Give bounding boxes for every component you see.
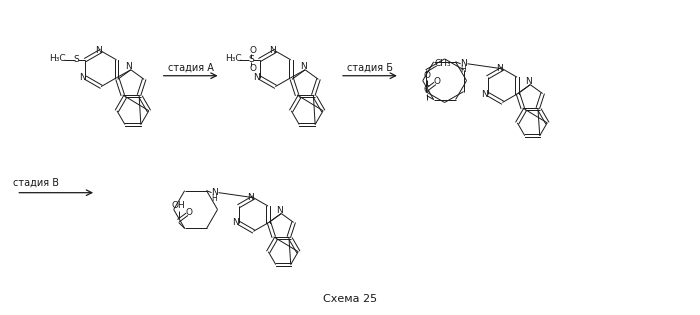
Text: H: H (211, 194, 218, 203)
Text: S: S (74, 55, 79, 64)
Text: N: N (269, 46, 276, 55)
Text: H: H (461, 65, 466, 74)
Text: стадия Б: стадия Б (347, 63, 393, 73)
Text: N: N (253, 73, 260, 82)
Text: N: N (300, 62, 307, 71)
Text: N: N (525, 77, 532, 86)
Text: N: N (496, 64, 503, 73)
Text: H₃C: H₃C (49, 54, 66, 63)
Text: N: N (247, 193, 254, 202)
Text: Схема 25: Схема 25 (323, 294, 377, 304)
Text: O: O (424, 71, 430, 80)
Text: N: N (79, 73, 86, 82)
Text: N: N (232, 218, 239, 227)
Text: N: N (125, 62, 132, 71)
Text: N: N (276, 206, 283, 215)
Text: N: N (94, 46, 101, 55)
Text: OH: OH (172, 201, 186, 210)
Text: O: O (249, 64, 256, 73)
Text: O: O (185, 208, 192, 217)
Text: O: O (433, 77, 440, 86)
Text: CH₃: CH₃ (434, 60, 451, 68)
Text: стадия В: стадия В (13, 178, 60, 188)
Text: C: C (424, 85, 430, 94)
Text: стадия А: стадия А (168, 63, 214, 73)
Text: O: O (249, 46, 256, 55)
Text: S: S (248, 55, 253, 64)
Text: N: N (482, 89, 488, 99)
Text: N: N (211, 188, 218, 197)
Text: N: N (460, 59, 467, 68)
Text: H₃C: H₃C (225, 54, 242, 63)
